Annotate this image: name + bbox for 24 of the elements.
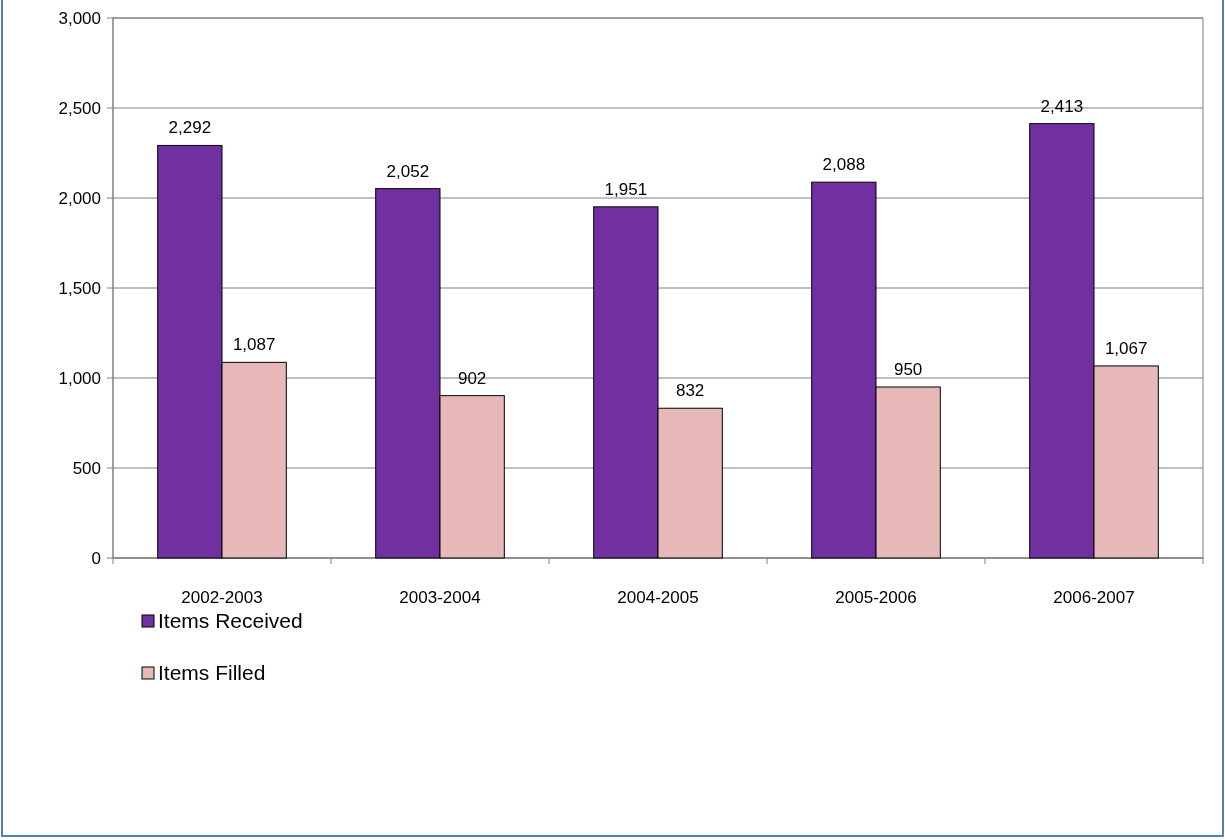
data-label: 1,951 [604, 179, 648, 199]
data-label: 2,052 [386, 161, 430, 181]
y-tick-label: 1,500 [58, 278, 101, 298]
data-label: 2,292 [168, 118, 212, 138]
legend-label: Items Filled [158, 661, 266, 685]
data-label: 1,067 [1104, 338, 1148, 358]
x-tick-label: 2004-2005 [617, 588, 699, 607]
data-label: 902 [457, 368, 487, 388]
x-tick-label: 2003-2004 [399, 588, 481, 607]
legend-label: Items Received [158, 609, 303, 633]
y-tick-label: 1,000 [58, 368, 101, 388]
data-label: 950 [893, 360, 923, 379]
y-tick-label: 3,000 [58, 8, 101, 28]
data-label: 2,088 [822, 155, 866, 175]
data-label: 2,413 [1040, 96, 1084, 116]
x-tick-label: 2005-2006 [835, 588, 917, 607]
x-tick-label: 2002-2003 [181, 588, 263, 607]
x-tick-label: 2006-2007 [1053, 588, 1135, 607]
data-label: 832 [675, 381, 705, 401]
y-tick-label: 2,000 [58, 188, 101, 208]
y-tick-label: 0 [91, 548, 101, 568]
y-tick-label: 2,500 [58, 98, 101, 118]
data-label: 1,087 [232, 335, 276, 355]
y-tick-label: 500 [72, 458, 101, 478]
